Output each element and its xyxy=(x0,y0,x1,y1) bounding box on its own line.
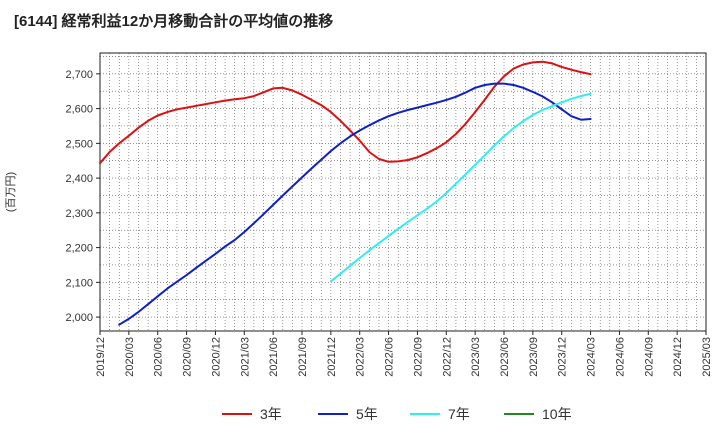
y-axis: 2,000 2,100 2,200 2,300 2,400 2,500 2,600 2,700 xyxy=(65,69,100,324)
x-tick-label: 2020/09 xyxy=(182,337,194,377)
x-tick-label: 2024/06 xyxy=(614,337,626,377)
x-tick-label: 2021/03 xyxy=(239,337,251,377)
x-tick-label: 2021/12 xyxy=(326,337,338,377)
legend-label-3年: 3年 xyxy=(260,406,282,422)
plot-frame xyxy=(99,52,707,332)
x-tick-label: 2020/12 xyxy=(210,337,222,377)
grid xyxy=(100,53,706,331)
y-tick-label: 2,400 xyxy=(65,173,93,185)
x-tick-label: 2025/03 xyxy=(701,337,713,377)
legend-label-10年: 10年 xyxy=(542,406,572,422)
x-tick-label: 2022/12 xyxy=(441,337,453,377)
x-tick-label: 2019/12 xyxy=(95,337,107,377)
legend: 3年 5年 7年 10年 xyxy=(222,406,572,422)
x-tick-label: 2021/09 xyxy=(297,337,309,377)
x-tick-label: 2021/06 xyxy=(268,337,280,377)
chart-title: [6144] 経常利益12か月移動合計の平均値の推移 xyxy=(14,13,334,30)
x-tick-label: 2022/06 xyxy=(384,337,396,377)
x-tick-label: 2024/03 xyxy=(586,337,598,377)
y-tick-label: 2,700 xyxy=(65,69,93,81)
y-tick-label: 2,200 xyxy=(65,243,93,255)
y-tick-label: 2,500 xyxy=(65,138,93,150)
x-tick-label: 2020/06 xyxy=(153,337,165,377)
y-tick-label: 2,100 xyxy=(65,277,93,289)
legend-label-7年: 7年 xyxy=(448,406,470,422)
y-axis-label: (百万円) xyxy=(5,172,17,212)
y-tick-label: 2,600 xyxy=(65,104,93,116)
x-tick-label: 2022/03 xyxy=(355,337,367,377)
x-tick-label: 2020/03 xyxy=(124,337,136,377)
y-tick-label: 2,300 xyxy=(65,208,93,220)
x-tick-label: 2023/12 xyxy=(557,337,569,377)
x-tick-label: 2024/09 xyxy=(643,337,655,377)
series-line-5年 xyxy=(118,82,592,326)
legend-label-5年: 5年 xyxy=(356,406,378,422)
series-line-7年 xyxy=(329,92,592,283)
x-axis: 2019/12 2020/03 2020/06 2020/09 2020/12 2021/… xyxy=(95,331,713,377)
x-tick-label: 2023/06 xyxy=(499,337,511,377)
y-tick-label: 2,000 xyxy=(65,312,93,324)
x-tick-label: 2023/03 xyxy=(470,337,482,377)
x-tick-label: 2022/09 xyxy=(412,337,424,377)
x-tick-label: 2024/12 xyxy=(672,337,684,377)
x-tick-label: 2023/09 xyxy=(528,337,540,377)
series-lines xyxy=(99,60,592,326)
series-line-3年 xyxy=(99,60,592,165)
